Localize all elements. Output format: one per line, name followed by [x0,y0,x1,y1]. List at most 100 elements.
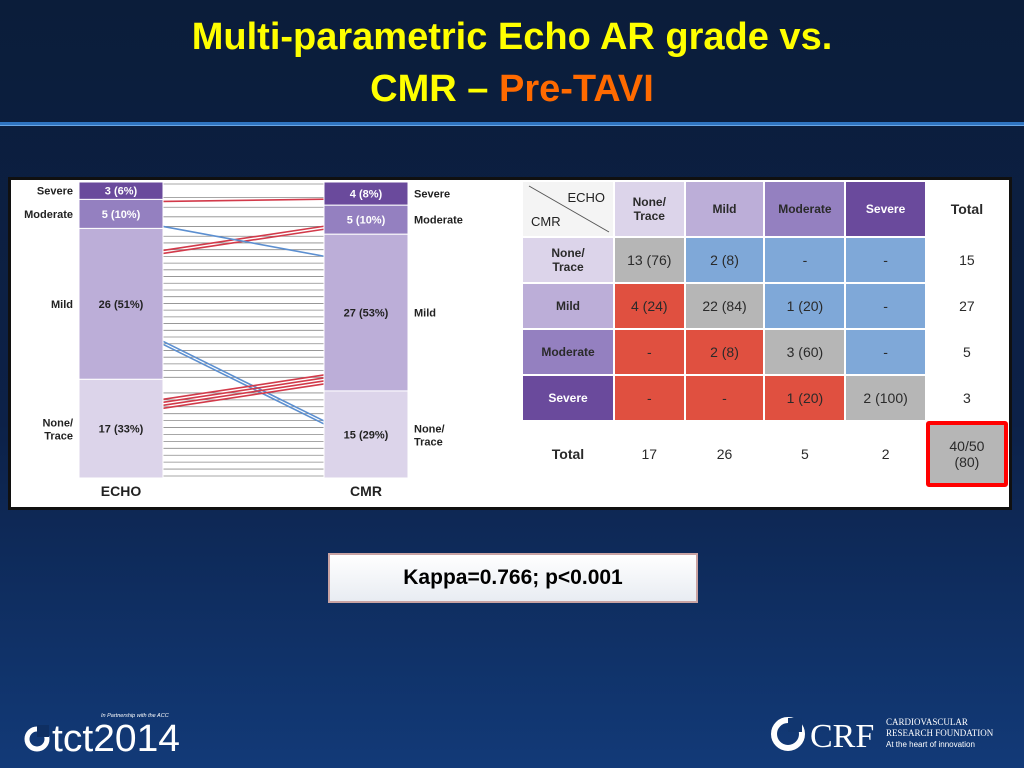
flow-line-red [162,198,325,203]
bar-label: 5 (10%) [102,209,141,221]
crf-line-3: At the heart of innovation [886,740,975,749]
crf-logo-text: CRF [810,718,874,755]
crf-logo: CRF CARDIOVASCULAR RESEARCH FOUNDATION A… [771,717,994,755]
bar-label: 3 (6%) [105,186,138,198]
grade-label-right: Trace [414,436,443,448]
table-total-row: Total 17 26 5 2 40/50 (80) [521,420,1010,488]
grade-label-left: Mild [51,299,73,311]
table-cell: - [844,236,927,284]
slide-title-line-1: Multi-parametric Echo AR grade vs. [191,16,833,58]
bar-label: 17 (33%) [99,424,144,436]
total-cell: 17 [613,420,686,488]
grade-label-left: Moderate [24,209,73,221]
table-cell: - [683,374,766,422]
column-header: Total [924,180,1010,238]
flow-line-blue [162,340,325,422]
agreement-table: ECHO CMR None/Trace Mild Moderate Severe Total… [521,180,1010,488]
column-header-text: Moderate [778,202,832,216]
table-cell: - [844,328,927,376]
tct-logo-text: tct2014 [52,718,180,757]
alluvial-chart: 3 (6%) 5 (10%) 26 (51%) 17 (33%) ECHO 4 (8%) 5… [24,181,463,499]
crf-line-2: RESEARCH FOUNDATION [886,728,994,738]
grade-label-right: Mild [414,308,436,320]
table-cell: - [844,282,927,330]
table-cell: 2 (8) [683,328,766,376]
bar-label: 27 (53%) [344,308,389,320]
row-header: None/Trace [521,236,615,284]
slide-title-line-2: CMR – Pre-TAVI [0,68,1024,111]
table-cell: 22 (84) [683,282,766,330]
table-cell: 1 (20) [763,282,847,330]
flow-line-red [162,374,325,401]
grade-label-left: Trace [44,431,73,443]
grade-label-right: None/ [414,423,445,435]
row-header-text: Trace [552,260,584,274]
flow-line-red [162,225,325,252]
table-cell: 5 [924,328,1010,376]
table-cell: - [763,236,847,284]
flow-line-red [162,383,325,410]
row-header-text: Severe [548,391,588,405]
content-panel: 3 (6%) 5 (10%) 26 (51%) 17 (33%) ECHO 4 (8%) 5… [8,177,1012,510]
bar-label: 4 (8%) [350,189,383,201]
row-header: Moderate [521,328,615,376]
flow-line-red [162,377,325,404]
crf-swirl-cut [788,718,802,732]
column-header-text: Mild [712,202,737,216]
title-accent: Pre-TAVI [498,68,654,110]
flow-line-blue [162,225,325,258]
bar-segment-mild [323,233,409,392]
total-cell: 5 [763,420,847,488]
table-cell: 2 (8) [683,236,766,284]
column-header: Mild [683,180,766,238]
bar-label: 15 (29%) [344,429,389,441]
grand-total-text: (80) [954,454,980,470]
table-cell: 13 (76) [613,236,686,284]
grade-label-left: None/ [42,418,73,430]
row-header-text: Mild [556,299,580,313]
table-cell: 4 (24) [613,282,686,330]
total-cell: 2 [844,420,927,488]
table-header-row: ECHO CMR None/Trace Mild Moderate Severe Total [521,180,1010,238]
bar-segment-moderate [323,204,409,235]
row-header-text: None/ [551,246,585,260]
table-cell: 3 (60) [763,328,847,376]
bar-segment-none-trace [323,390,409,479]
corner-label-echo: ECHO [567,190,605,205]
bar-segment-mild [78,227,164,380]
title-prefix: CMR – [370,68,499,110]
table-row: Mild 4 (24) 22 (84) 1 (20) -27 [521,282,1010,330]
column-label: CMR [350,483,382,499]
column-header: None/Trace [613,180,686,238]
total-row-label: Total [521,420,615,488]
kappa-box: Kappa=0.766; p<0.001 [328,553,698,603]
corner-label-cmr: CMR [531,214,561,229]
column-header-text: Severe [865,202,906,216]
table-cell: - [613,328,686,376]
content-panel-inner: 3 (6%) 5 (10%) 26 (51%) 17 (33%) ECHO 4 (8%) 5… [11,180,1010,507]
kappa-text: Kappa=0.766; p<0.001 [403,566,623,589]
column-label: ECHO [101,483,142,499]
title-divider-highlight [0,125,1024,126]
table-cell: 2 (100) [844,374,927,422]
table-cell: - [613,374,686,422]
tct-logo: In Partnership with the ACC tct2014 [24,713,180,757]
bar-segment-moderate [78,198,164,229]
bar-label: 5 (10%) [347,215,386,227]
grand-total-cell: 40/50 (80) [924,420,1010,488]
table-row: None/Trace 13 (76) 2 (8) - -15 [521,236,1010,284]
table-cell: 3 [924,374,1010,422]
column-header: Severe [844,180,927,238]
title-divider [0,122,1024,125]
row-header-text: Moderate [541,345,595,359]
crf-line-1: CARDIOVASCULAR [886,717,968,727]
table-row: Moderate -2 (8) 3 (60) -5 [521,328,1010,376]
table-cell: 15 [924,236,1010,284]
table-cell: 1 (20) [763,374,847,422]
corner-diagonal: ECHO CMR [528,185,610,233]
grand-total-text: 40/50 [949,438,985,454]
column-header-text: Trace [633,209,665,223]
bar-segment-none-trace [78,378,164,479]
tct-partnership-text: In Partnership with the ACC [101,713,169,719]
